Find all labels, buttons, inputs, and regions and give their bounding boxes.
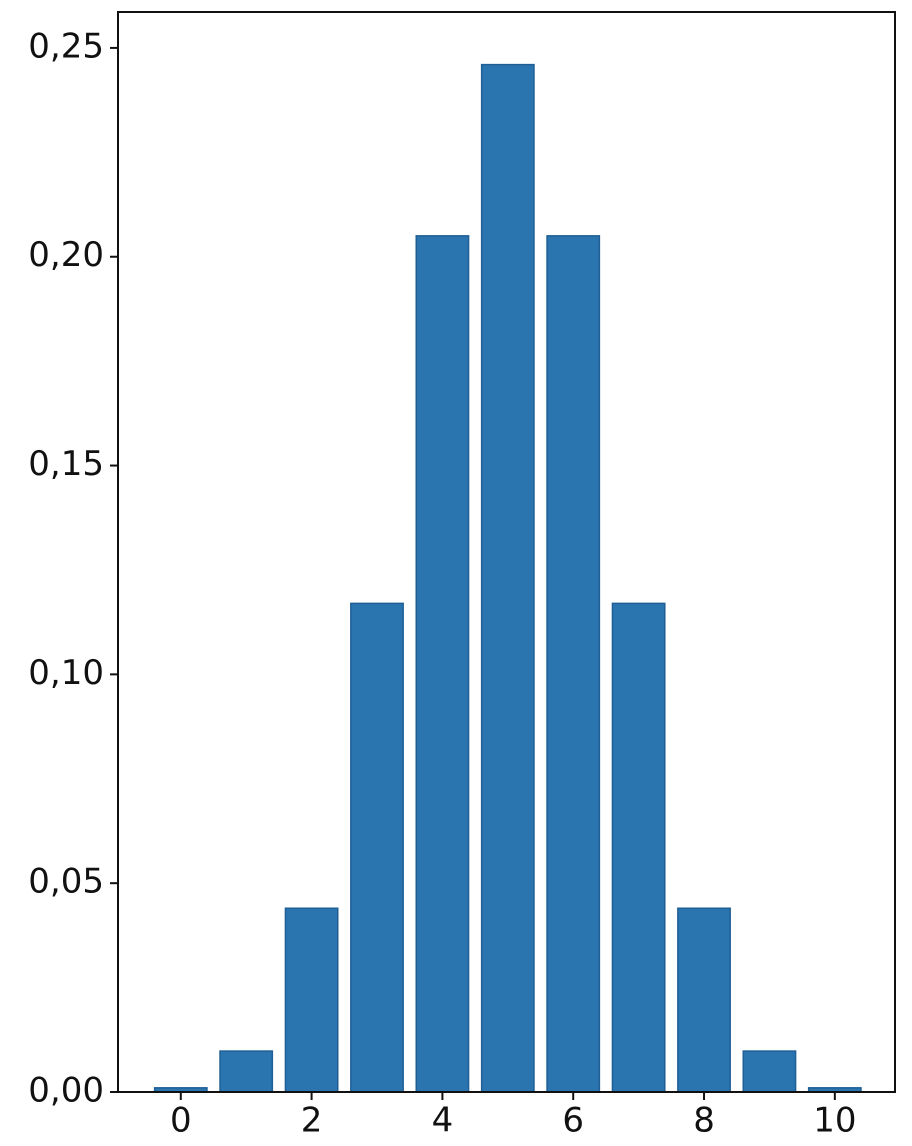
- x-tick-label: 4: [432, 1101, 454, 1141]
- bar: [546, 235, 601, 1093]
- x-tick-label: 6: [562, 1101, 584, 1141]
- x-tick-label: 10: [813, 1101, 856, 1141]
- bar: [677, 907, 731, 1093]
- bar: [611, 602, 666, 1093]
- plot-frame: [117, 11, 896, 1093]
- y-tick-label: 0,15: [28, 444, 104, 484]
- bar: [480, 63, 535, 1093]
- y-tick-label: 0,20: [28, 235, 104, 275]
- y-tick-label: 0,05: [28, 862, 104, 902]
- x-tick-label: 2: [301, 1101, 323, 1141]
- y-tick-label: 0,00: [28, 1071, 104, 1111]
- bar: [742, 1050, 797, 1093]
- x-tick-label: 0: [170, 1101, 192, 1141]
- y-tick-label: 0,10: [28, 653, 104, 693]
- bar: [350, 602, 404, 1093]
- y-tick-label: 0,25: [28, 26, 104, 66]
- bar: [415, 235, 470, 1093]
- bar: [284, 907, 339, 1093]
- bar: [219, 1050, 274, 1093]
- x-tick-label: 8: [693, 1101, 715, 1141]
